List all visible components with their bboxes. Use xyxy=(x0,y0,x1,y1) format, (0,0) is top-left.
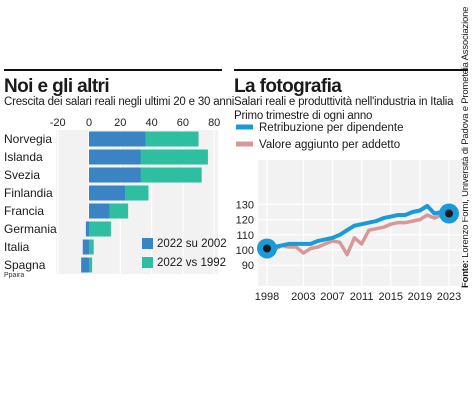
left-panel-title: Noi e gli altri xyxy=(4,76,110,97)
productivity-series-line xyxy=(266,213,449,257)
line-endpoint-marker-dot xyxy=(263,244,271,253)
line-y-tick-label: 130 xyxy=(236,199,254,211)
bar-x-tick-label: 20 xyxy=(114,117,126,129)
bar-2022-su-2002 xyxy=(89,131,146,147)
line-x-tick-label: 2015 xyxy=(379,291,403,303)
line-endpoint-marker-dot xyxy=(445,209,453,218)
bar-x-tick-label: 80 xyxy=(208,117,220,129)
bar-2022-su-2002 xyxy=(89,203,110,219)
line-x-tick-label: 2011 xyxy=(350,291,374,303)
bar-2022-su-2002 xyxy=(89,149,141,165)
bar-2022-su-2002 xyxy=(81,257,89,273)
bar-2022-vs-1992 xyxy=(89,257,93,273)
line-y-tick-label: 120 xyxy=(236,215,254,227)
line-x-tick-label: 2019 xyxy=(408,291,432,303)
line-y-tick-label: 110 xyxy=(236,230,254,242)
right-panel-subtitle-1: Salari reali e produttività nell'industr… xyxy=(234,96,454,108)
wages-series-line xyxy=(266,203,450,251)
bar-legend-swatch xyxy=(142,238,153,249)
bar-category-label: Finlandia xyxy=(4,186,53,200)
line-x-tick-label: 2007 xyxy=(320,291,344,303)
left-panel-subtitle: Crescita dei salari reali negli ultimi 2… xyxy=(4,96,235,108)
bar-x-tick-label: 60 xyxy=(177,117,189,129)
bar-category-label: Germania xyxy=(4,222,57,236)
bar-legend-label: 2022 vs 1992 xyxy=(157,257,226,269)
left-header-rule xyxy=(4,69,222,71)
bar-x-tick-label: 0 xyxy=(86,117,92,129)
bar-x-tick-label: 40 xyxy=(145,117,157,129)
line-x-tick-label: 1998 xyxy=(255,291,279,303)
bar-2022-su-2002 xyxy=(82,239,89,255)
bar-category-label: Spagna xyxy=(4,258,46,272)
line-y-tick-label: 100 xyxy=(236,245,254,257)
bar-x-tick-label: -20 xyxy=(50,117,66,129)
bar-legend-swatch xyxy=(142,257,153,268)
bar-2022-vs-1992 xyxy=(89,221,111,237)
line-x-tick-label: 2003 xyxy=(291,291,315,303)
line-y-tick-label: 90 xyxy=(242,260,254,272)
left-panel-credit: Ppaira xyxy=(4,272,25,279)
line-chart: 90 100 110 120 130 1998 2003 2007 2011 2015 2019 20… xyxy=(236,122,462,303)
line-legend-label: Retribuzione per dipendente xyxy=(259,122,404,134)
bar-category-label: Islanda xyxy=(4,150,43,164)
right-panel-subtitle-2: Primo trimestre di ogni anno xyxy=(234,110,373,122)
bar-2022-su-2002 xyxy=(85,221,89,237)
line-legend-label: Valore aggiunto per addetto xyxy=(259,139,400,151)
bar-2022-vs-1992 xyxy=(89,239,94,255)
line-x-tick-label: 2023 xyxy=(437,291,461,303)
bar-2022-su-2002 xyxy=(89,167,141,183)
bar-category-label: Norvegia xyxy=(4,132,52,146)
bar-chart: -20 0 20 40 60 80 Norvegia Islanda Svezia Finland… xyxy=(4,117,227,274)
bar-category-label: Francia xyxy=(4,204,44,218)
right-panel-title: La fotografia xyxy=(234,76,342,97)
bar-2022-su-2002 xyxy=(89,185,125,201)
right-header-rule xyxy=(234,69,468,71)
bar-category-label: Svezia xyxy=(4,168,40,182)
bar-legend-label: 2022 su 2002 xyxy=(157,238,227,250)
bar-category-label: Italia xyxy=(4,240,30,254)
